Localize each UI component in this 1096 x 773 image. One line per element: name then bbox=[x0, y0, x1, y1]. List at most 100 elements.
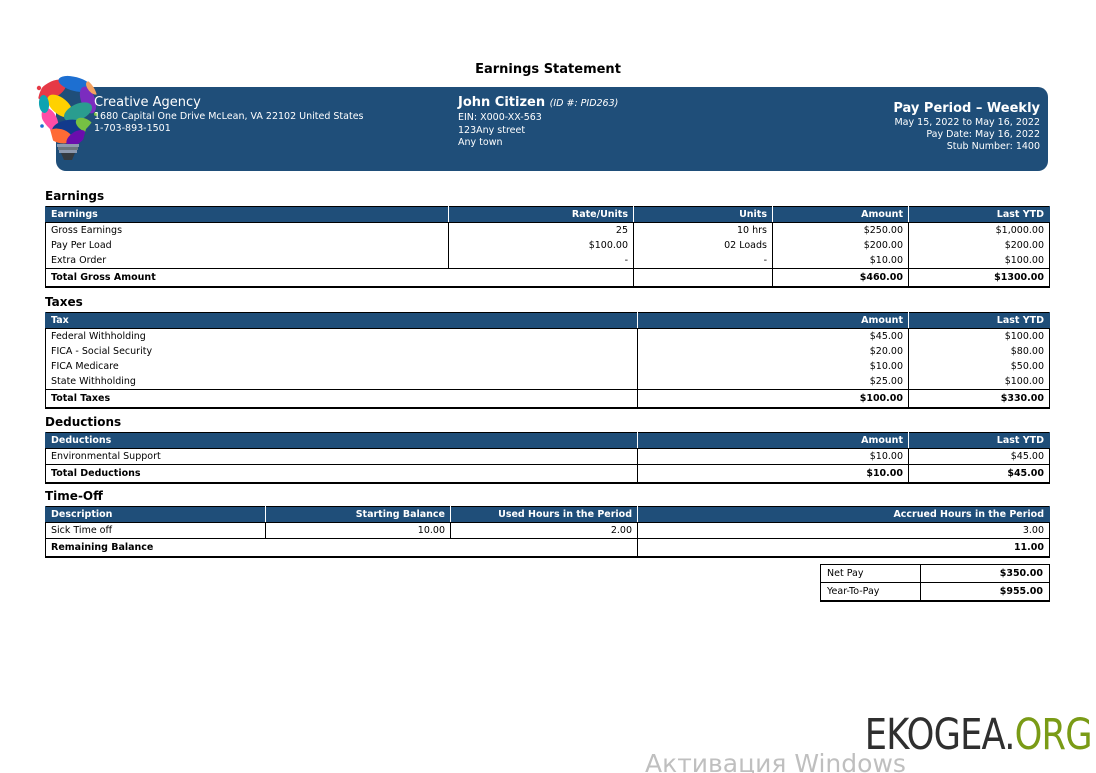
net-pay-row: Net Pay $350.00 bbox=[820, 564, 1050, 583]
cell: $100.00 bbox=[448, 238, 634, 253]
windows-activation-watermark: Активация Windows bbox=[645, 749, 906, 773]
cell: $45.00 bbox=[908, 448, 1050, 465]
net-pay-label: Net Pay bbox=[820, 564, 921, 583]
pay-period-info: Pay Period – Weekly May 15, 2022 to May … bbox=[893, 101, 1040, 153]
pay-date: Pay Date: May 16, 2022 bbox=[926, 129, 1040, 140]
column-header: Last YTD bbox=[908, 432, 1050, 449]
total-label: Remaining Balance bbox=[45, 538, 638, 557]
timeoff-total-row: Remaining Balance 11.00 bbox=[45, 538, 1050, 557]
employee-street: 123Any street bbox=[458, 124, 526, 136]
company-name: Creative Agency bbox=[94, 95, 201, 110]
employee-city: Any town bbox=[458, 137, 503, 148]
column-header: Amount bbox=[637, 432, 909, 449]
total-ytd: $45.00 bbox=[908, 464, 1050, 483]
ekogea-watermark-green: ORG bbox=[1014, 710, 1093, 760]
employee-name-text: John Citizen bbox=[458, 95, 546, 110]
cell: 3.00 bbox=[637, 522, 1050, 539]
cell: 10 hrs bbox=[633, 222, 773, 238]
column-header: Starting Balance bbox=[265, 506, 451, 523]
deductions-section: Deductions Deductions Amount Last YTD En… bbox=[45, 415, 1050, 484]
pay-summary-table: Net Pay $350.00 Year-To-Pay $955.00 bbox=[820, 564, 1050, 602]
row-label: Environmental Support bbox=[45, 448, 638, 465]
taxes-total-row: Total Taxes $100.00 $330.00 bbox=[45, 389, 1050, 408]
column-header: Used Hours in the Period bbox=[450, 506, 638, 523]
column-header: Tax bbox=[45, 312, 638, 329]
timeoff-table: Description Starting Balance Used Hours … bbox=[45, 506, 1050, 558]
cell: 10.00 bbox=[265, 522, 451, 539]
table-row: Gross Earnings 25 10 hrs $250.00 $1,000.… bbox=[45, 222, 1050, 238]
deductions-header-row: Deductions Amount Last YTD bbox=[45, 432, 1050, 449]
total-label: Total Taxes bbox=[45, 389, 638, 408]
net-pay-value: $350.00 bbox=[920, 564, 1050, 583]
cell: $100.00 bbox=[908, 328, 1050, 344]
cell: $100.00 bbox=[908, 253, 1050, 269]
column-header: Units bbox=[633, 206, 773, 223]
row-label: Federal Withholding bbox=[45, 328, 638, 344]
table-row: FICA Medicare $10.00 $50.00 bbox=[45, 359, 1050, 374]
earnings-section: Earnings Earnings Rate/Units Units Amoun… bbox=[45, 189, 1050, 288]
row-label: Pay Per Load bbox=[45, 238, 449, 253]
timeoff-section: Time-Off Description Starting Balance Us… bbox=[45, 489, 1050, 558]
taxes-section-title: Taxes bbox=[45, 295, 83, 309]
total-amount: $10.00 bbox=[637, 464, 909, 483]
cell: $45.00 bbox=[637, 328, 909, 344]
total-label: Total Gross Amount bbox=[45, 268, 634, 287]
deductions-section-title: Deductions bbox=[45, 415, 122, 429]
column-header: Deductions bbox=[45, 432, 638, 449]
cell: $200.00 bbox=[908, 238, 1050, 253]
employee-info: John Citizen (ID #: PID263) EIN: X000-XX… bbox=[458, 94, 618, 150]
total-ytd: $330.00 bbox=[908, 389, 1050, 408]
table-row: Extra Order - - $10.00 $100.00 bbox=[45, 253, 1050, 269]
total-ytd: $1300.00 bbox=[908, 268, 1050, 287]
company-phone: 1-703-893-1501 bbox=[94, 123, 171, 134]
pay-summary-box: Net Pay $350.00 Year-To-Pay $955.00 bbox=[820, 564, 1050, 602]
taxes-header-row: Tax Amount Last YTD bbox=[45, 312, 1050, 329]
cell: $100.00 bbox=[908, 374, 1050, 390]
column-header: Amount bbox=[772, 206, 909, 223]
stub-number: Stub Number: 1400 bbox=[946, 141, 1040, 152]
total-amount: $460.00 bbox=[772, 268, 909, 287]
ytd-pay-value: $955.00 bbox=[920, 582, 1050, 602]
timeoff-header-row: Description Starting Balance Used Hours … bbox=[45, 506, 1050, 523]
row-label: Extra Order bbox=[45, 253, 449, 269]
row-label: Sick Time off bbox=[45, 522, 266, 539]
column-header: Rate/Units bbox=[448, 206, 634, 223]
cell: $10.00 bbox=[637, 359, 909, 374]
cell: $25.00 bbox=[637, 374, 909, 390]
cell: 02 Loads bbox=[633, 238, 773, 253]
ytd-pay-row: Year-To-Pay $955.00 bbox=[820, 582, 1050, 602]
deductions-table: Deductions Amount Last YTD Environmental… bbox=[45, 432, 1050, 484]
cell: 25 bbox=[448, 222, 634, 238]
company-address: 1680 Capital One Drive McLean, VA 22102 … bbox=[94, 111, 364, 122]
pay-period-title: Pay Period – Weekly bbox=[893, 101, 1040, 116]
column-header: Last YTD bbox=[908, 206, 1050, 223]
row-label: FICA Medicare bbox=[45, 359, 638, 374]
table-row: Sick Time off 10.00 2.00 3.00 bbox=[45, 522, 1050, 539]
earnings-section-title: Earnings bbox=[45, 189, 105, 203]
cell bbox=[633, 268, 773, 287]
table-row: FICA - Social Security $20.00 $80.00 bbox=[45, 344, 1050, 359]
total-label: Total Deductions bbox=[45, 464, 638, 483]
column-header: Accrued Hours in the Period bbox=[637, 506, 1050, 523]
column-header: Earnings bbox=[45, 206, 449, 223]
cell: 2.00 bbox=[450, 522, 638, 539]
cell: $80.00 bbox=[908, 344, 1050, 359]
taxes-table: Tax Amount Last YTD Federal Withholding … bbox=[45, 312, 1050, 409]
table-row: Environmental Support $10.00 $45.00 bbox=[45, 448, 1050, 465]
cell: - bbox=[633, 253, 773, 269]
ekogea-watermark: EKOGEA.ORG bbox=[865, 710, 1093, 760]
employee-ein: EIN: X000-XX-563 bbox=[458, 112, 542, 123]
taxes-section: Taxes Tax Amount Last YTD Federal Withho… bbox=[45, 295, 1050, 409]
company-logo-lightbulb-icon bbox=[30, 70, 106, 170]
total-amount: 11.00 bbox=[637, 538, 1050, 557]
total-amount: $100.00 bbox=[637, 389, 909, 408]
table-row: Federal Withholding $45.00 $100.00 bbox=[45, 328, 1050, 344]
ekogea-watermark-dark: EKOGEA. bbox=[865, 710, 1016, 760]
employee-id: (ID #: PID263) bbox=[549, 98, 619, 109]
column-header: Last YTD bbox=[908, 312, 1050, 329]
cell: $10.00 bbox=[637, 448, 909, 465]
cell: $250.00 bbox=[772, 222, 909, 238]
company-info: Creative Agency 1680 Capital One Drive M… bbox=[94, 94, 364, 135]
cell: $20.00 bbox=[637, 344, 909, 359]
